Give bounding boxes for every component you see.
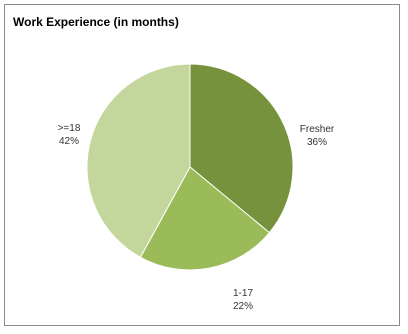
slice-category-label: Fresher bbox=[300, 124, 335, 135]
pie-slice-fresher bbox=[189, 63, 294, 234]
pie-slice-18 bbox=[86, 63, 191, 258]
pie-slice-1-17 bbox=[139, 166, 271, 271]
slice-value-label: 36% bbox=[307, 137, 327, 148]
slice-value-label: 22% bbox=[233, 301, 253, 312]
pie-labels: Fresher 36% 1-17 22% >=18 42% bbox=[58, 123, 335, 312]
slice-label: Fresher 36% bbox=[300, 124, 335, 148]
slice-label: 1-17 22% bbox=[233, 288, 253, 312]
chart-title: Work Experience (in months) bbox=[13, 15, 179, 29]
slice-category-label: 1-17 bbox=[233, 288, 253, 299]
slice-category-label: >=18 bbox=[58, 123, 81, 134]
pie-slices bbox=[86, 63, 294, 271]
slice-label: >=18 42% bbox=[58, 123, 81, 147]
slice-value-label: 42% bbox=[59, 136, 79, 147]
